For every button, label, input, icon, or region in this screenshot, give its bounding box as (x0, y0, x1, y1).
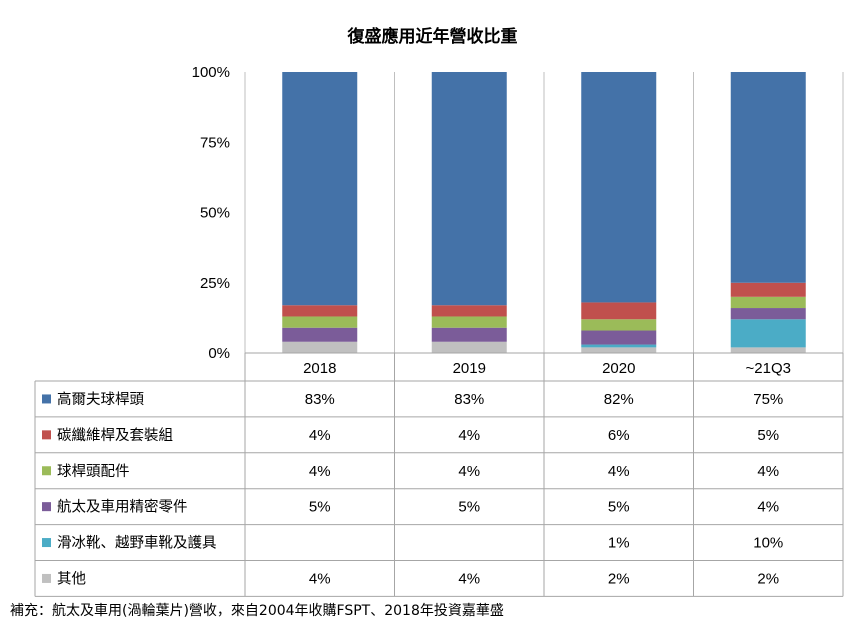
data-label: 4% (458, 463, 480, 480)
y-tick-label: 50% (200, 205, 230, 222)
data-label: 82% (604, 391, 634, 408)
data-label: 83% (454, 391, 484, 408)
bar-segment (730, 296, 806, 309)
bar-segment (282, 305, 358, 317)
data-label: 4% (309, 427, 331, 444)
bar-segment (581, 330, 657, 345)
legend-label: 滑冰靴、越野車靴及護具 (57, 535, 217, 552)
bar-segment (730, 282, 806, 297)
data-label: 75% (753, 391, 783, 408)
data-label: 4% (757, 499, 779, 516)
data-label: 2% (757, 570, 779, 587)
bar-segment (581, 319, 657, 331)
bar-segment (431, 327, 507, 342)
data-label: 4% (309, 463, 331, 480)
data-label: 4% (757, 463, 779, 480)
bar-segment (581, 72, 657, 303)
legend-label: 球桿頭配件 (57, 463, 130, 480)
legend-swatch (42, 466, 51, 476)
data-label: 4% (608, 463, 630, 480)
bar-segment (282, 327, 358, 342)
category-label: 2020 (602, 360, 635, 377)
data-label: 6% (608, 427, 630, 444)
legend-label: 其他 (57, 570, 86, 587)
y-tick-label: 0% (208, 345, 230, 362)
category-label: ~21Q3 (746, 360, 791, 377)
bar-segment (581, 344, 657, 348)
y-tick-label: 100% (192, 64, 230, 81)
chart-title: 復盛應用近年營收比重 (347, 27, 518, 47)
legend-label: 碳纖維桿及套裝組 (57, 427, 173, 444)
legend-swatch (42, 502, 51, 512)
bar-segment (282, 316, 358, 328)
data-label: 4% (458, 570, 480, 587)
y-tick-label: 75% (200, 134, 230, 151)
y-tick-label: 25% (200, 275, 230, 292)
footnote: 補充：航太及車用(渦輪葉片)營收，來自2004年收購FSPT、2018年投資嘉華… (10, 603, 504, 619)
bar-segment (581, 302, 657, 320)
bar-segment (282, 341, 358, 353)
data-label: 4% (458, 427, 480, 444)
data-label: 2% (608, 570, 630, 587)
data-label: 4% (309, 570, 331, 587)
legend-swatch (42, 538, 51, 548)
data-label: 83% (305, 391, 335, 408)
category-label: 2019 (453, 360, 486, 377)
legend-swatch (42, 394, 51, 404)
data-label: 5% (309, 499, 331, 516)
data-label: 5% (458, 499, 480, 516)
data-label: 10% (753, 535, 783, 552)
bar-segment (730, 319, 806, 348)
data-label: 1% (608, 535, 630, 552)
bar-segment (282, 72, 358, 306)
bar-segment (431, 341, 507, 353)
legend-label: 航太及車用精密零件 (57, 499, 188, 516)
bar-segment (730, 308, 806, 320)
category-label: 2018 (303, 360, 336, 377)
bar-segment (730, 72, 806, 283)
data-label: 5% (608, 499, 630, 516)
bar-segment (581, 347, 657, 353)
bar-segment (431, 72, 507, 306)
legend-label: 高爾夫球桿頭 (57, 391, 144, 408)
bar-segment (431, 305, 507, 317)
bar-segment (730, 347, 806, 353)
legend-swatch (42, 430, 51, 440)
data-label: 5% (757, 427, 779, 444)
legend-swatch (42, 573, 51, 583)
bar-segment (431, 316, 507, 328)
